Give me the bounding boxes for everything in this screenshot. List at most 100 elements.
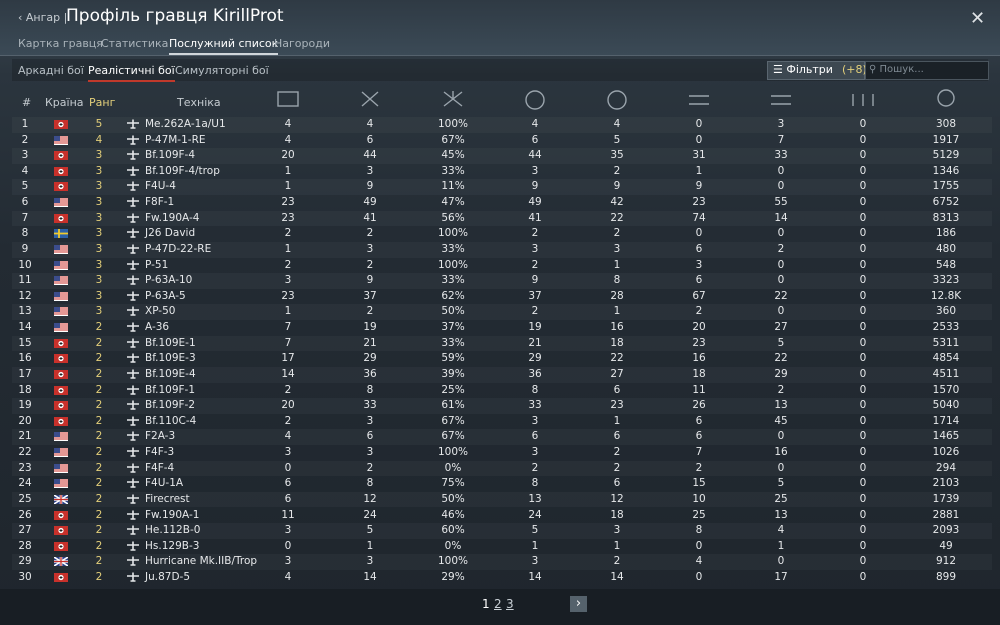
row-number: 24 bbox=[18, 477, 32, 490]
table-row[interactable]: 24 2 F4U-1A 6 8 75% 8 6 15 5 0 2103 bbox=[12, 476, 992, 492]
table-row[interactable]: 11 3 P-63A-10 3 9 33% 9 8 6 0 0 3323 bbox=[12, 273, 992, 289]
table-row[interactable]: 17 2 Bf.109E-4 14 36 39% 36 27 18 29 0 4511 bbox=[12, 367, 992, 383]
column-header[interactable]: Країна bbox=[45, 96, 84, 109]
vehicle-icon bbox=[127, 369, 139, 379]
page-link[interactable]: 1 bbox=[482, 597, 490, 611]
vehicle-icon bbox=[127, 416, 139, 426]
naval-kills: 0 bbox=[859, 352, 867, 365]
table-row[interactable]: 28 2 Hs.129B-3 0 1 0% 1 1 0 1 0 49 bbox=[12, 539, 992, 555]
air-kills: 0 bbox=[777, 164, 785, 177]
icon-victories[interactable] bbox=[443, 91, 463, 107]
air-kills: 0 bbox=[777, 555, 785, 568]
filter-count: (+8) bbox=[842, 63, 867, 76]
table-row[interactable]: 7 3 Fw.190A-4 23 41 56% 41 22 74 14 0 8313 bbox=[12, 211, 992, 227]
next-page[interactable]: › bbox=[570, 596, 587, 612]
time: 3323 bbox=[932, 274, 960, 287]
air-kills: 0 bbox=[777, 180, 785, 193]
deaths: 3 bbox=[613, 242, 621, 255]
rank: 2 bbox=[95, 430, 103, 443]
table-row[interactable]: 9 3 P-47D-22-RE 1 3 33% 3 3 6 2 0 480 bbox=[12, 242, 992, 258]
search-text[interactable]: Пошук... bbox=[879, 64, 924, 75]
filter-text[interactable]: Фільтри bbox=[786, 63, 833, 76]
vehicle-name: F8F-1 bbox=[145, 196, 175, 209]
table-row[interactable]: 1 5 Me.262A-1a/U1 4 4 100% 4 4 0 3 0 308 bbox=[12, 117, 992, 133]
ground-kills: 0 bbox=[695, 118, 703, 130]
table-row[interactable]: 20 2 Bf.110C-4 2 3 67% 3 1 6 45 0 1714 bbox=[12, 414, 992, 430]
table-row[interactable]: 8 3 J26 David 2 2 100% 2 2 0 0 0 186 bbox=[12, 226, 992, 242]
time: 8313 bbox=[932, 211, 960, 224]
deaths: 1 bbox=[613, 305, 621, 318]
naval-kills: 0 bbox=[859, 242, 867, 255]
filter-button[interactable] bbox=[767, 61, 865, 80]
table-row[interactable]: 30 2 Ju.87D-5 4 14 29% 14 14 0 17 0 899 bbox=[12, 570, 992, 586]
table-row[interactable]: 16 2 Bf.109E-3 17 29 59% 29 22 16 22 0 4854 bbox=[12, 351, 992, 367]
icon-naval-kills[interactable] bbox=[852, 94, 874, 106]
icon-deaths[interactable] bbox=[607, 90, 627, 110]
filter-label[interactable]: ☰ Фільтри bbox=[773, 63, 833, 76]
battles: 1 bbox=[284, 242, 292, 255]
missions: 33 bbox=[528, 399, 542, 412]
close-button[interactable]: ✕ bbox=[970, 8, 986, 29]
table-row[interactable]: 2 4 P-47M-1-RE 4 6 67% 6 5 0 7 0 1917 bbox=[12, 133, 992, 149]
back-label[interactable]: Ангар bbox=[25, 11, 61, 24]
tab[interactable]: Послужний список bbox=[169, 37, 279, 55]
vehicle-icon bbox=[127, 494, 139, 504]
table-row[interactable]: 15 2 Bf.109E-1 7 21 33% 21 18 23 5 0 5311 bbox=[12, 336, 992, 352]
battles: 1 bbox=[284, 164, 292, 177]
table-row[interactable]: 18 2 Bf.109F-1 2 8 25% 8 6 11 2 0 1570 bbox=[12, 383, 992, 399]
table-row[interactable]: 5 3 F4U-4 1 9 11% 9 9 9 0 0 1755 bbox=[12, 179, 992, 195]
search-box[interactable] bbox=[865, 61, 989, 80]
row-number: 3 bbox=[21, 149, 29, 162]
table-row[interactable]: 10 3 P-51 2 2 100% 2 1 3 0 0 548 bbox=[12, 258, 992, 274]
rank: 3 bbox=[95, 196, 103, 209]
naval-kills: 0 bbox=[859, 164, 867, 177]
battles: 23 bbox=[281, 211, 295, 224]
battles: 1 bbox=[284, 305, 292, 318]
table-row[interactable]: 14 2 A-36 7 19 37% 19 16 20 27 0 2533 bbox=[12, 320, 992, 336]
air-kills: 5 bbox=[777, 477, 785, 490]
mode-tab[interactable]: Реалістичні бої bbox=[88, 64, 175, 82]
column-header[interactable]: # bbox=[22, 96, 32, 109]
table-row[interactable]: 29 2 Hurricane Mk.IIB/Trop 3 3 100% 3 2 4 0 0 912 bbox=[12, 554, 992, 570]
tab[interactable]: Нагороди bbox=[274, 37, 330, 50]
page-link[interactable]: 2 bbox=[494, 597, 502, 611]
table-row[interactable]: 13 3 XP-50 1 2 50% 2 1 2 0 0 360 bbox=[12, 304, 992, 320]
icon-respawns[interactable] bbox=[361, 91, 379, 107]
table-row[interactable]: 23 2 F4F-4 0 2 0% 2 2 2 0 0 294 bbox=[12, 461, 992, 477]
tab[interactable]: Картка гравця bbox=[18, 37, 103, 50]
icon-battles[interactable] bbox=[277, 91, 299, 107]
icon-missions[interactable] bbox=[525, 90, 545, 110]
back-button[interactable]: ‹ Ангар | bbox=[18, 11, 68, 24]
respawns: 2 bbox=[366, 227, 374, 240]
air-kills: 13 bbox=[774, 399, 788, 412]
time: 294 bbox=[935, 461, 957, 474]
mode-tab[interactable]: Аркадні бої bbox=[18, 64, 84, 77]
victory-rate: 62% bbox=[441, 289, 465, 302]
table-row[interactable]: 25 2 Firecrest 6 12 50% 13 12 10 25 0 1739 bbox=[12, 492, 992, 508]
page-link[interactable]: 3 bbox=[506, 597, 514, 611]
time: 1026 bbox=[932, 446, 960, 459]
mode-tab[interactable]: Симуляторні бої bbox=[175, 64, 269, 77]
table-row[interactable]: 26 2 Fw.190A-1 11 24 46% 24 18 25 13 0 2881 bbox=[12, 508, 992, 524]
column-header[interactable]: Техніка bbox=[177, 96, 221, 109]
table-row[interactable]: 19 2 Bf.109F-2 20 33 61% 33 23 26 13 0 5040 bbox=[12, 398, 992, 414]
country-flag bbox=[54, 213, 68, 223]
tab[interactable]: Статистика bbox=[101, 37, 169, 50]
table-row[interactable]: 27 2 He.112B-0 3 5 60% 5 3 8 4 0 2093 bbox=[12, 523, 992, 539]
column-header[interactable]: Ранг bbox=[89, 96, 116, 109]
table-row[interactable]: 4 3 Bf.109F-4/trop 1 3 33% 3 2 1 0 0 1346 bbox=[12, 164, 992, 180]
missions: 37 bbox=[528, 289, 542, 302]
victory-rate: 47% bbox=[441, 196, 465, 209]
table-row[interactable]: 6 3 F8F-1 23 49 47% 49 42 23 55 0 6752 bbox=[12, 195, 992, 211]
icon-air-kills[interactable] bbox=[771, 95, 791, 105]
battles: 6 bbox=[284, 477, 292, 490]
table-row[interactable]: 12 3 P-63A-5 23 37 62% 37 28 67 22 0 12.8K bbox=[12, 289, 992, 305]
icon-ground-kills[interactable] bbox=[689, 95, 709, 105]
deaths: 22 bbox=[610, 352, 624, 365]
search-placeholder[interactable]: ⚲ Пошук... bbox=[869, 64, 924, 75]
missions: 49 bbox=[528, 196, 542, 209]
table-row[interactable]: 3 3 Bf.109F-4 20 44 45% 44 35 31 33 0 5129 bbox=[12, 148, 992, 164]
table-row[interactable]: 22 2 F4F-3 3 3 100% 3 2 7 16 0 1026 bbox=[12, 445, 992, 461]
table-row[interactable]: 21 2 F2A-3 4 6 67% 6 6 6 0 0 1465 bbox=[12, 429, 992, 445]
icon-time[interactable] bbox=[937, 89, 955, 107]
